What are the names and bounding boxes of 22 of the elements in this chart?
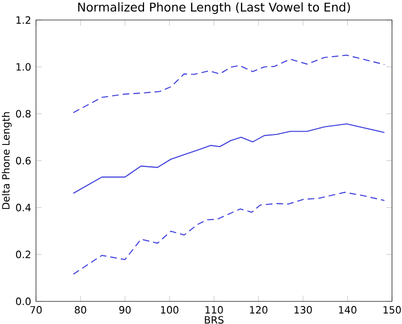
line-series <box>72 192 385 275</box>
x-tick-label: 100 <box>161 306 178 314</box>
x-tick-label: 80 <box>74 306 86 314</box>
x-axis-title: BRS <box>204 316 224 324</box>
y-tick-label: 0.2 <box>16 250 30 258</box>
x-tick-label: 120 <box>250 306 268 314</box>
line-series <box>72 54 385 114</box>
y-tick-label: 0.0 <box>16 298 31 306</box>
x-tick-label: 110 <box>206 306 223 314</box>
y-tick-label: 1.2 <box>16 16 30 24</box>
line-series <box>72 123 385 194</box>
x-tick-label: 70 <box>30 306 42 314</box>
y-tick-label: 1.0 <box>16 63 31 71</box>
chart-title: Normalized Phone Length (Last Vowel to End) <box>78 2 350 14</box>
x-tick-label: 130 <box>294 306 312 314</box>
y-tick-label: 0.4 <box>16 204 31 212</box>
y-tick-label: 0.8 <box>16 110 31 118</box>
x-tick-label: 90 <box>119 306 131 314</box>
y-axis-title: Delta Phone Length <box>2 112 12 209</box>
x-tick-label: 140 <box>339 306 356 314</box>
y-tick-label: 0.6 <box>16 156 31 164</box>
x-tick-label: 150 <box>384 306 401 314</box>
